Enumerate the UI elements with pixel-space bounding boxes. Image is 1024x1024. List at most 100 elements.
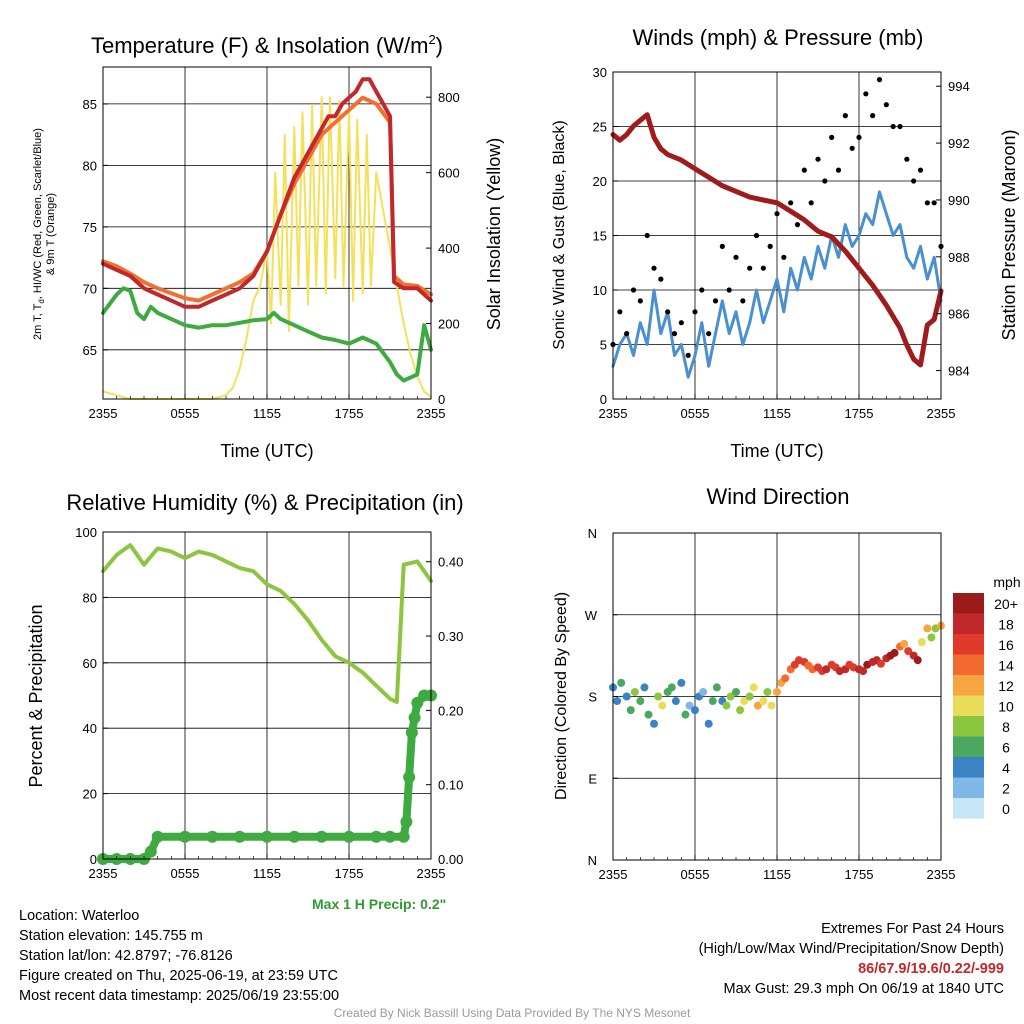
gust-point <box>815 156 821 162</box>
winds-y-tick-label: 30 <box>593 65 607 80</box>
winds-x-tick-label: 1755 <box>845 406 874 421</box>
precipitation-point <box>233 830 246 843</box>
direction-point <box>745 692 754 701</box>
colorbar-label: 4 <box>1002 760 1010 776</box>
precipitation-point <box>397 830 410 843</box>
precipitation-point <box>144 845 157 858</box>
humidity-y-tick-label: 0 <box>90 852 97 867</box>
colorbar-label: 14 <box>998 658 1014 674</box>
insolation-y-tick-label: 400 <box>438 241 460 256</box>
direction-x-tick-label: 1155 <box>763 867 791 882</box>
pressure-y-tick-label: 984 <box>948 364 970 379</box>
humidity-x-tick-label: 2355 <box>89 866 118 881</box>
direction-point <box>640 683 649 692</box>
direction-y-tick-label: N <box>588 853 597 868</box>
extremes-info: Extremes For Past 24 Hours (High/Low/Max… <box>699 919 1004 999</box>
winds-y-tick-label: 5 <box>600 338 607 353</box>
humidity-series <box>97 543 437 865</box>
colorbar-label: 10 <box>998 699 1014 715</box>
temperature-panel: Temperature (F) & Insolation (W/m2) 2355… <box>32 32 504 461</box>
direction-point <box>667 683 676 692</box>
gust-point <box>788 200 794 206</box>
extremes-heading: Extremes For Past 24 Hours <box>821 921 1004 937</box>
gust-point <box>829 134 835 140</box>
gust-point <box>904 156 910 162</box>
direction-point <box>732 687 740 696</box>
direction-point <box>749 683 758 692</box>
winds-y-tick-label: 25 <box>593 120 607 135</box>
gust-point <box>747 265 753 271</box>
gust-point <box>808 200 814 206</box>
colorbar-title: mph <box>993 574 1020 590</box>
temperature-2m-line <box>101 77 433 309</box>
gust-point <box>637 298 643 304</box>
direction-point <box>917 638 926 646</box>
direction-y-tick-label: S <box>588 690 597 705</box>
colorbar-swatch <box>953 675 984 696</box>
direction-point <box>767 701 776 710</box>
colorbar-label: 0 <box>1002 801 1010 817</box>
temperature-y-tick-label: 85 <box>83 97 97 112</box>
direction-point <box>622 692 631 701</box>
direction-y-axis-label: Direction (Colored By Speed) <box>553 592 570 800</box>
direction-point <box>613 697 622 706</box>
gust-point <box>733 254 739 260</box>
precipitation-point <box>384 830 396 843</box>
extremes-legend: (High/Low/Max Wind/Precipitation/Snow De… <box>698 941 1004 957</box>
direction-point <box>626 706 635 715</box>
temperature-y-tick-label: 70 <box>83 281 97 296</box>
colorbar-label: 8 <box>1002 719 1010 735</box>
colorbar-label: 20+ <box>994 596 1018 612</box>
direction-title: Wind Direction <box>706 484 849 509</box>
gust-point <box>897 123 903 130</box>
winds-y-tick-label: 0 <box>600 392 607 407</box>
precip-y-tick-label: 0.20 <box>438 703 463 718</box>
dewpoint-line <box>101 286 433 383</box>
precipitation-point <box>400 815 413 828</box>
precipitation-point <box>206 830 219 843</box>
winds-y-tick-label: 10 <box>593 283 607 298</box>
recent-timestamp: Most recent data timestamp: 2025/06/19 2… <box>19 988 340 1004</box>
pressure-y-tick-label: 986 <box>948 307 970 322</box>
direction-point <box>722 701 731 710</box>
gust-point <box>740 298 746 304</box>
direction-point <box>876 659 885 668</box>
direction-x-tick-label: 1755 <box>845 867 874 882</box>
precip-y-tick-label: 0.00 <box>438 852 463 867</box>
pressure-y-tick-label: 990 <box>948 193 970 208</box>
pressure-y-tick-label: 992 <box>948 136 970 151</box>
gust-point <box>781 254 787 260</box>
precipitation-point <box>408 711 421 724</box>
gust-point <box>767 243 773 249</box>
temperature-y-tick-label: 65 <box>83 343 97 358</box>
temperature-x-tick-label: 0555 <box>171 406 200 421</box>
colorbar-swatch <box>953 634 984 655</box>
gust-point <box>890 123 896 130</box>
gust-point <box>876 77 883 83</box>
humidity-grid <box>103 532 431 859</box>
direction-point <box>736 706 745 715</box>
gust-point <box>665 309 671 315</box>
gust-point <box>671 331 678 337</box>
gust-point <box>801 167 807 173</box>
direction-x-tick-label: 2355 <box>927 867 956 882</box>
winds-x-tick-label: 2355 <box>599 406 628 421</box>
gust-point <box>706 331 712 337</box>
direction-point <box>763 687 772 696</box>
max-gust: Max Gust: 29.3 mph On 06/19 at 1840 UTC <box>723 981 1004 997</box>
temperature-x-tick-label: 1755 <box>335 406 364 421</box>
humidity-y-tick-label: 60 <box>83 656 97 671</box>
colorbar-swatch <box>953 716 984 737</box>
colorbar-label: 18 <box>998 617 1014 633</box>
direction-point <box>726 692 735 701</box>
winds-x-tick-label: 0555 <box>681 406 710 421</box>
direction-y-tick-label: N <box>588 526 597 541</box>
precipitation-point <box>261 830 273 843</box>
insolation-y-axis-label: Solar Insolation (Yellow) <box>484 138 504 330</box>
direction-point <box>681 710 690 719</box>
direction-y-tick-label: E <box>588 771 597 786</box>
direction-point <box>708 697 717 706</box>
humidity-x-tick-label: 0555 <box>171 866 200 881</box>
